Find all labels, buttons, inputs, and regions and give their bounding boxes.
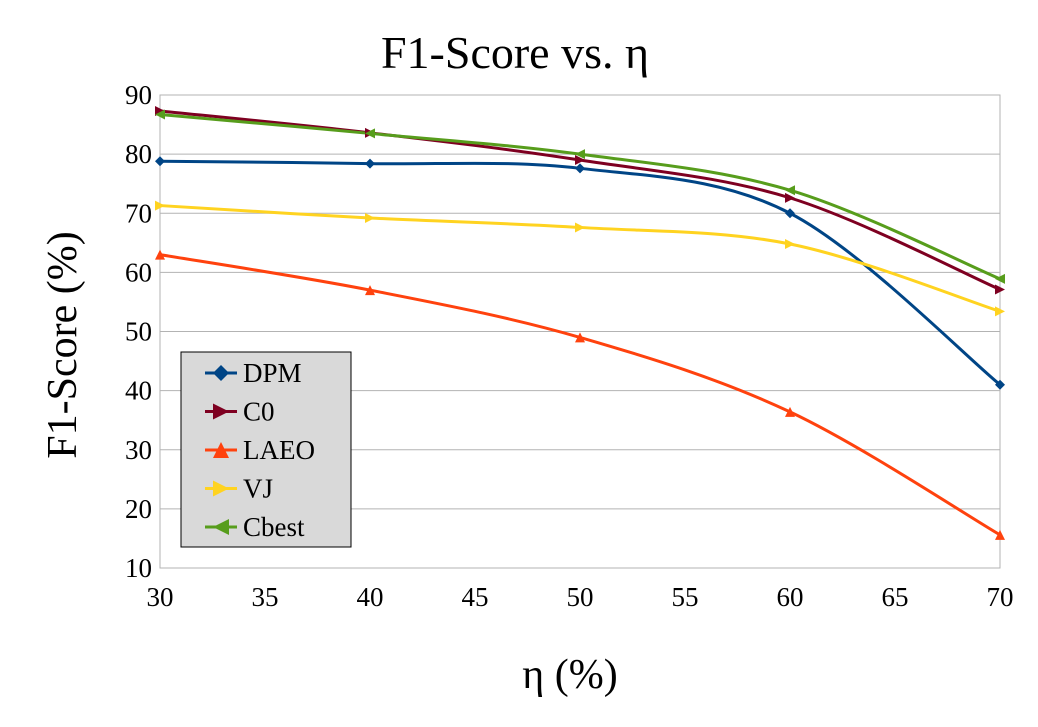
plot-area bbox=[159, 94, 1001, 569]
data-point-dpm bbox=[785, 208, 795, 219]
y-tick-label: 90 bbox=[125, 80, 152, 110]
legend-marker-vj bbox=[213, 480, 229, 497]
series-line-cbest bbox=[159, 113, 1001, 281]
y-tick-label: 60 bbox=[125, 257, 152, 287]
x-tick-label: 40 bbox=[357, 582, 384, 612]
x-tick-label: 65 bbox=[882, 582, 909, 612]
data-point-laeo bbox=[365, 285, 375, 296]
data-point-dpm bbox=[575, 163, 585, 174]
y-tick-label: 80 bbox=[125, 139, 152, 169]
data-point-laeo bbox=[155, 249, 165, 260]
data-point-cbest bbox=[155, 109, 165, 120]
y-axis-ticks: 10 20 30 40 50 60 70 80 90 bbox=[125, 80, 152, 583]
data-point-vj bbox=[785, 238, 795, 249]
legend-label-vj: VJ bbox=[243, 474, 273, 504]
x-tick-label: 70 bbox=[987, 582, 1014, 612]
data-point-laeo bbox=[995, 529, 1005, 540]
series-line-c0 bbox=[159, 109, 1001, 291]
y-tick-label: 20 bbox=[125, 494, 152, 524]
data-point-c0 bbox=[575, 155, 585, 166]
legend-box bbox=[180, 351, 352, 548]
data-point-c0 bbox=[785, 192, 795, 203]
data-point-laeo bbox=[575, 332, 585, 343]
data-point-vj bbox=[155, 200, 165, 211]
legend-label-dpm: DPM bbox=[243, 358, 302, 388]
series-line-dpm bbox=[159, 159, 1001, 386]
x-tick-label: 55 bbox=[672, 582, 699, 612]
y-tick-label: 50 bbox=[125, 317, 152, 347]
y-tick-label: 30 bbox=[125, 435, 152, 465]
x-tick-label: 60 bbox=[777, 582, 804, 612]
data-point-cbest bbox=[785, 185, 795, 196]
x-tick-label: 45 bbox=[462, 582, 489, 612]
data-point-vj bbox=[995, 306, 1005, 317]
data-point-dpm bbox=[155, 156, 165, 167]
legend: DPM C0 LAEO VJ Cbest bbox=[180, 351, 352, 548]
legend-marker-cbest bbox=[213, 519, 229, 535]
y-axis-title: F1-Score (%) bbox=[40, 231, 86, 458]
data-point-cbest bbox=[365, 128, 375, 139]
legend-label-laeo: LAEO bbox=[243, 435, 315, 465]
data-point-dpm bbox=[365, 158, 375, 169]
y-tick-label: 10 bbox=[125, 553, 152, 583]
x-tick-label: 30 bbox=[147, 582, 174, 612]
legend-marker-c0 bbox=[213, 403, 229, 420]
data-point-c0 bbox=[995, 284, 1005, 295]
x-tick-label: 35 bbox=[252, 582, 279, 612]
legend-label-cbest: Cbest bbox=[243, 512, 305, 542]
data-point-laeo bbox=[785, 406, 795, 417]
data-point-vj bbox=[365, 212, 375, 223]
x-axis-ticks: 30 35 40 45 50 55 60 65 70 bbox=[147, 582, 1014, 612]
y-tick-label: 70 bbox=[125, 198, 152, 228]
legend-marker-dpm bbox=[213, 365, 229, 381]
series-markers bbox=[155, 105, 1005, 540]
data-point-cbest bbox=[575, 149, 585, 160]
data-point-vj bbox=[575, 222, 585, 233]
data-point-dpm bbox=[995, 379, 1005, 390]
x-tick-label: 50 bbox=[567, 582, 594, 612]
legend-marker-laeo bbox=[213, 442, 229, 458]
x-axis-title: η (%) bbox=[522, 652, 617, 698]
legend-label-c0: C0 bbox=[243, 397, 275, 427]
data-point-cbest bbox=[995, 273, 1005, 284]
chart-title: F1-Score vs. η bbox=[381, 27, 649, 78]
y-tick-label: 40 bbox=[125, 376, 152, 406]
